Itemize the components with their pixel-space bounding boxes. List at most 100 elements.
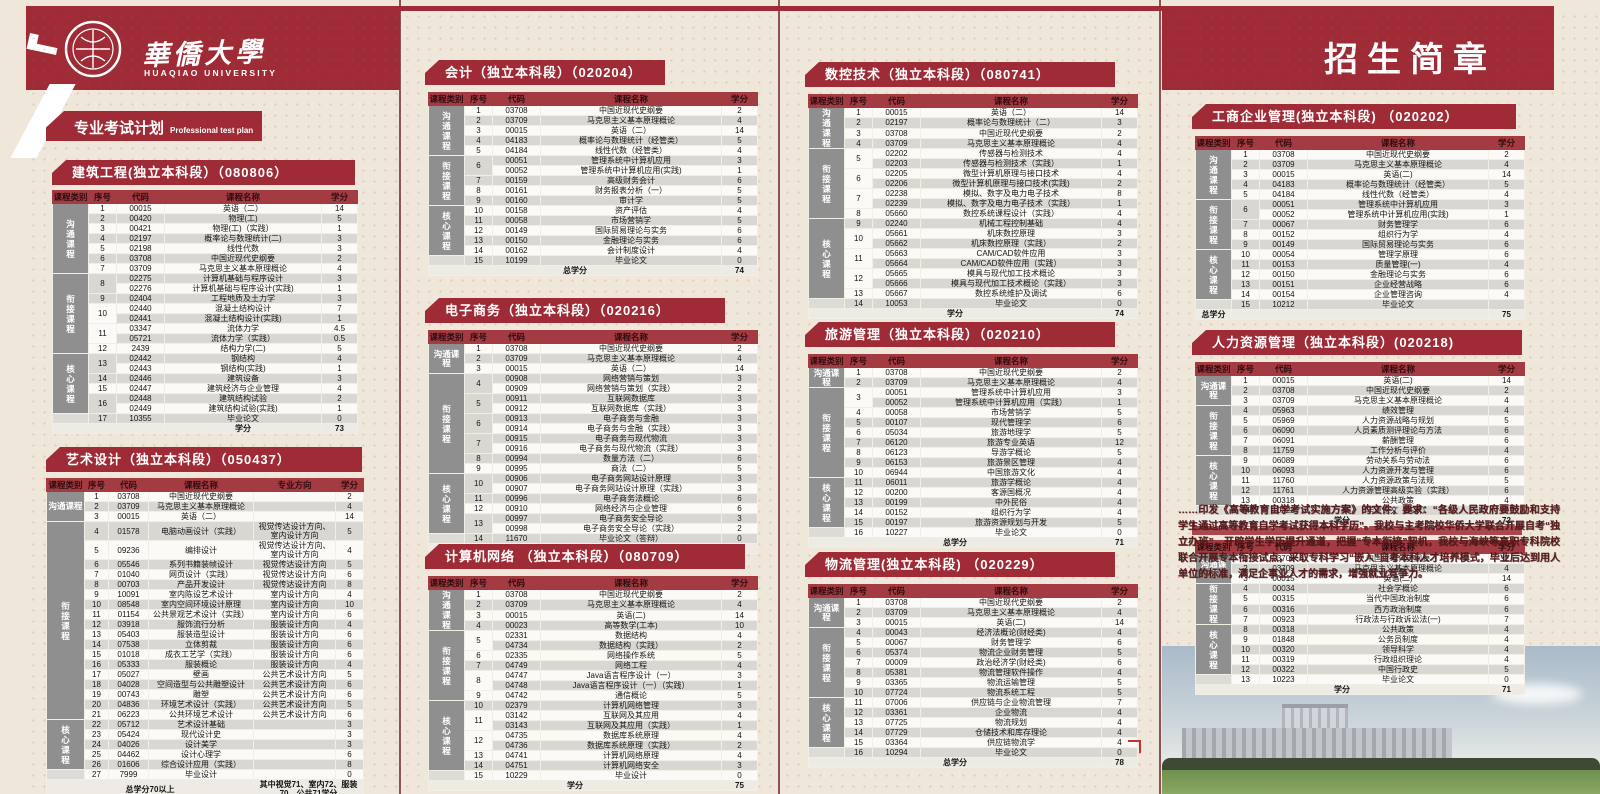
course-code-cell: 07006 — [872, 697, 921, 708]
tr-element: 课程类别 序号 代码 课程名称 学分 — [1195, 540, 1525, 554]
course-number-cell: 15 — [84, 649, 109, 660]
course-number-cell: 11 — [464, 710, 493, 731]
circle-element — [72, 28, 114, 70]
course-code-cell: 03708 — [492, 343, 541, 354]
course-name-cell: 毕业论文 — [920, 747, 1102, 758]
table-row: 核 心 课 程 10 00158 资产评估 4 — [428, 205, 758, 256]
course-name-cell: 中国近现代史纲要 — [148, 491, 254, 502]
course-name-cell: 政治经济学(财经类) — [920, 657, 1102, 668]
table-row: 7 00923 行政法与行政诉讼法(一) 7 — [1196, 613, 1525, 626]
table-row: 04736 数据库系统原理（实践） 2 — [429, 740, 758, 751]
tbody-element: 课程类别 序号 代码 课程名称 学分 沟通课程 1 03708 中国近现代史纲要 2 2 03709 马… — [808, 584, 1138, 768]
column-header: 课程类别 — [808, 354, 845, 368]
course-name-cell: 模具与现代加工技术概论（实践） — [920, 278, 1102, 289]
course-number-cell: 13 — [1231, 674, 1260, 685]
column-header: 课程类别 — [1195, 136, 1232, 150]
course-credit-cell: 4 — [1101, 667, 1138, 678]
course-code-cell: 03364 — [872, 737, 921, 748]
footer-cell: 总学分 — [808, 757, 1102, 768]
course-direction-cell: 公共艺术设计方向 — [253, 699, 336, 710]
course-credit-cell: 4 — [721, 245, 758, 256]
course-name-cell: 中国近现代史纲要 — [1307, 149, 1489, 160]
course-number-cell: 12 — [844, 487, 873, 498]
course-credit-cell: 6 — [1101, 637, 1138, 648]
column-header: 学分 — [1488, 362, 1525, 376]
course-category-cell: 沟通课程 — [1195, 375, 1232, 406]
course-credit-cell: 4 — [321, 263, 358, 274]
course-credit-cell: 6 — [1488, 593, 1525, 605]
course-credit-cell: 6 — [1488, 269, 1525, 280]
course-name-cell: 流体力学（实践） — [164, 333, 322, 344]
course-number-cell: 3 — [88, 223, 117, 234]
course-credit-cell: 4 — [321, 383, 358, 394]
table-row: 12 11761 人力资源管理高级实验（实践） 6 — [1196, 485, 1525, 496]
course-code-cell: 02205 — [872, 168, 921, 179]
table-row: 8 00994 数量方法（二） 6 — [429, 453, 758, 464]
course-credit-cell: 3 — [721, 413, 758, 424]
course-credit-cell: 4 — [721, 750, 758, 761]
table-row: 9 02404 工程地质及土力学 3 — [53, 293, 358, 304]
course-number-cell: 5 — [464, 145, 493, 156]
course-code-cell: 00319 — [1259, 654, 1308, 665]
course-credit-cell: 0 — [721, 770, 758, 781]
course-credit-cell: 6 — [721, 503, 758, 514]
course-number-cell: 13 — [464, 750, 493, 761]
course-credit-cell: 3 — [321, 273, 358, 284]
course-credit-cell: 3 — [321, 373, 358, 384]
course-number-cell: 9 — [464, 690, 493, 701]
course-credit-cell: 6 — [1488, 465, 1525, 476]
section-title-cnc: 数控技术（独立本科段）（080741） — [805, 62, 1115, 87]
footer-cell: 75 — [721, 780, 758, 791]
course-code-cell: 00009 — [872, 657, 921, 668]
table-row: 6 02335 网络操作系统 5 — [429, 650, 758, 661]
course-name-cell: 微型计算机原理与接口技术(实践) — [920, 178, 1102, 189]
course-category-cell — [428, 770, 465, 781]
course-credit-cell: 14 — [321, 203, 358, 214]
course-number-cell: 11 — [1231, 475, 1260, 486]
table-row: 11 00153 质量管理(一) 4 — [1196, 259, 1525, 270]
course-code-cell: 00315 — [1259, 593, 1308, 605]
course-code-cell: 00153 — [1259, 259, 1308, 270]
course-credit-cell: 4 — [1101, 507, 1138, 518]
footer-cell: 72 — [1488, 515, 1525, 526]
course-credit-cell: 3 — [335, 729, 364, 740]
course-code-cell: 00908 — [492, 373, 541, 384]
course-table: 课程类别 序号 代码 课程名称 学分 沟通课程 1 03708 中国近现代史纲要 2 2 03709 马… — [428, 330, 758, 554]
overlay-text-line: ……印发《高等教育自学考试实施方案》的文件，要求：“各级人民政府要鼓励和支持学生… — [1178, 505, 1560, 580]
course-name-cell: 中国近现代史纲要 — [164, 253, 322, 264]
course-category-cell — [428, 533, 465, 544]
table-row: 沟 通 课 程 1 03708 中国近现代史纲要 2 — [428, 588, 758, 631]
course-code-cell: 04735 — [492, 730, 541, 741]
course-credit-cell: 6 — [335, 639, 364, 650]
course-name-cell: 服饰流行分析 — [148, 619, 254, 630]
course-credit-cell: 6 — [335, 709, 364, 720]
course-credit-cell: 1 — [321, 403, 358, 414]
table-footer-row: 学分 75 — [428, 780, 758, 791]
course-credit-cell: 4 — [1101, 218, 1138, 229]
table-row: 8 05660 数控系统课程设计（实践） 4 — [809, 208, 1138, 219]
course-name-cell: Java语言程序设计（一） — [540, 670, 722, 681]
course-category-cell: 衔 接 课 程 — [808, 148, 845, 219]
course-name-cell: 公共景观艺术设计（实践） — [148, 609, 254, 620]
table-row: 核 心 课 程 13 02442 钢结构 4 — [52, 353, 358, 414]
course-name-cell: 电子商务网站设计原理 — [540, 473, 722, 484]
course-code-cell: 04836 — [108, 699, 149, 710]
course-name-cell: 毕业论文 — [540, 255, 722, 266]
table-row: 4 02197 概率论与数理统计(二) 3 — [53, 233, 358, 244]
course-code-cell: 00318 — [1259, 624, 1308, 635]
course-direction-cell — [253, 719, 336, 730]
course-direction-cell: 室内设计方向 — [253, 589, 336, 600]
course-number-cell: 11 — [844, 477, 873, 488]
course-number-cell: 10 — [88, 303, 117, 324]
course-code-cell: 00996 — [492, 493, 541, 504]
course-direction-cell: 服装设计方向 — [253, 649, 336, 660]
course-code-cell: 00015 — [872, 106, 921, 119]
course-number-cell: 21 — [84, 709, 109, 720]
table-row: 5 00107 现代管理学 6 — [809, 417, 1138, 428]
course-credit-cell: 3 — [1101, 228, 1138, 239]
course-direction-cell: 视觉传达设计方向 — [253, 569, 336, 580]
course-credit-cell: 3 — [721, 473, 758, 484]
course-number-cell: 2 — [84, 501, 109, 512]
course-credit-cell: 5 — [721, 135, 758, 146]
